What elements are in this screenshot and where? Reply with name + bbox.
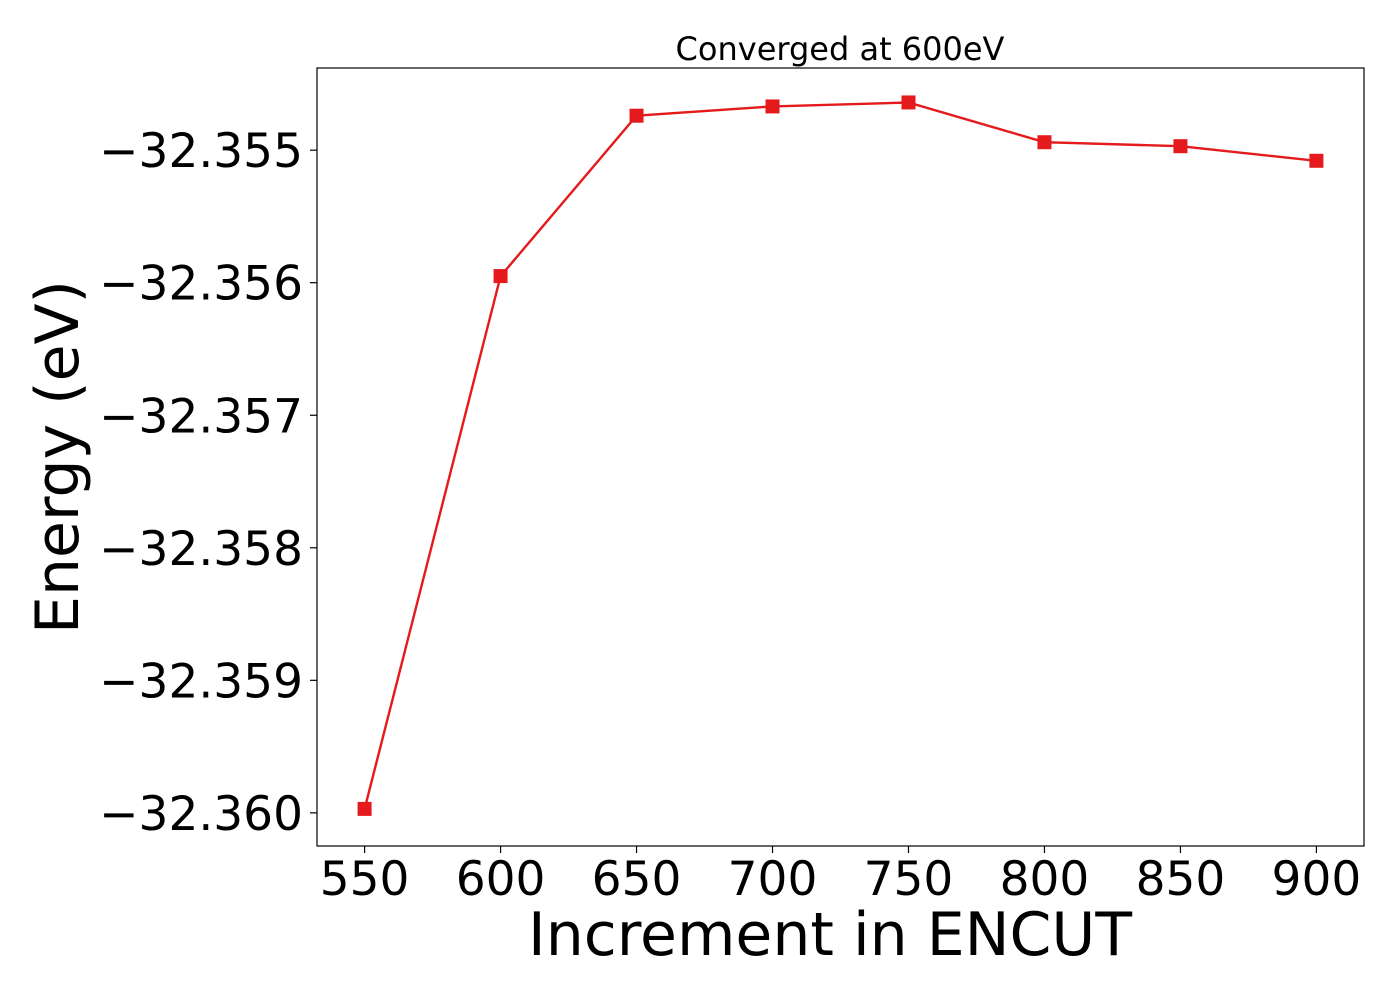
x-tick-label: 850 <box>1136 852 1226 907</box>
x-axis: 550 600 650 700 750 800 850 900 <box>320 846 1362 907</box>
x-tick-label: 650 <box>592 852 682 907</box>
x-axis-label: Increment in ENCUT <box>528 900 1132 970</box>
data-point-marker <box>1309 153 1324 168</box>
data-point-marker <box>765 99 780 114</box>
x-tick-label: 750 <box>864 852 954 907</box>
x-tick-label: 700 <box>728 852 818 907</box>
data-point-marker <box>1037 135 1052 150</box>
y-tick-label: −32.356 <box>99 257 303 312</box>
data-point-marker <box>1173 139 1188 154</box>
y-tick-label: −32.359 <box>99 654 303 709</box>
y-tick-label: −32.357 <box>99 389 303 444</box>
chart-title: Converged at 600eV <box>676 30 1005 68</box>
data-point-marker <box>629 108 644 123</box>
y-axis: −32.355 −32.356 −32.357 −32.358 −32.359 −32.3… <box>99 124 317 842</box>
data-point-marker <box>357 801 372 816</box>
x-tick-label: 550 <box>320 852 410 907</box>
x-tick-label: 800 <box>1000 852 1090 907</box>
plot-frame <box>316 67 1365 847</box>
data-point-marker <box>901 95 916 110</box>
y-tick-label: −32.355 <box>99 124 303 179</box>
data-point-marker <box>493 269 508 284</box>
series-line <box>363 101 1317 810</box>
x-tick-label: 900 <box>1272 852 1362 907</box>
y-axis-label: Energy (eV) <box>23 280 93 634</box>
x-tick-label: 600 <box>456 852 546 907</box>
y-tick-label: −32.358 <box>99 522 303 577</box>
y-tick-label: −32.360 <box>99 787 303 842</box>
series-layer <box>357 95 1324 816</box>
